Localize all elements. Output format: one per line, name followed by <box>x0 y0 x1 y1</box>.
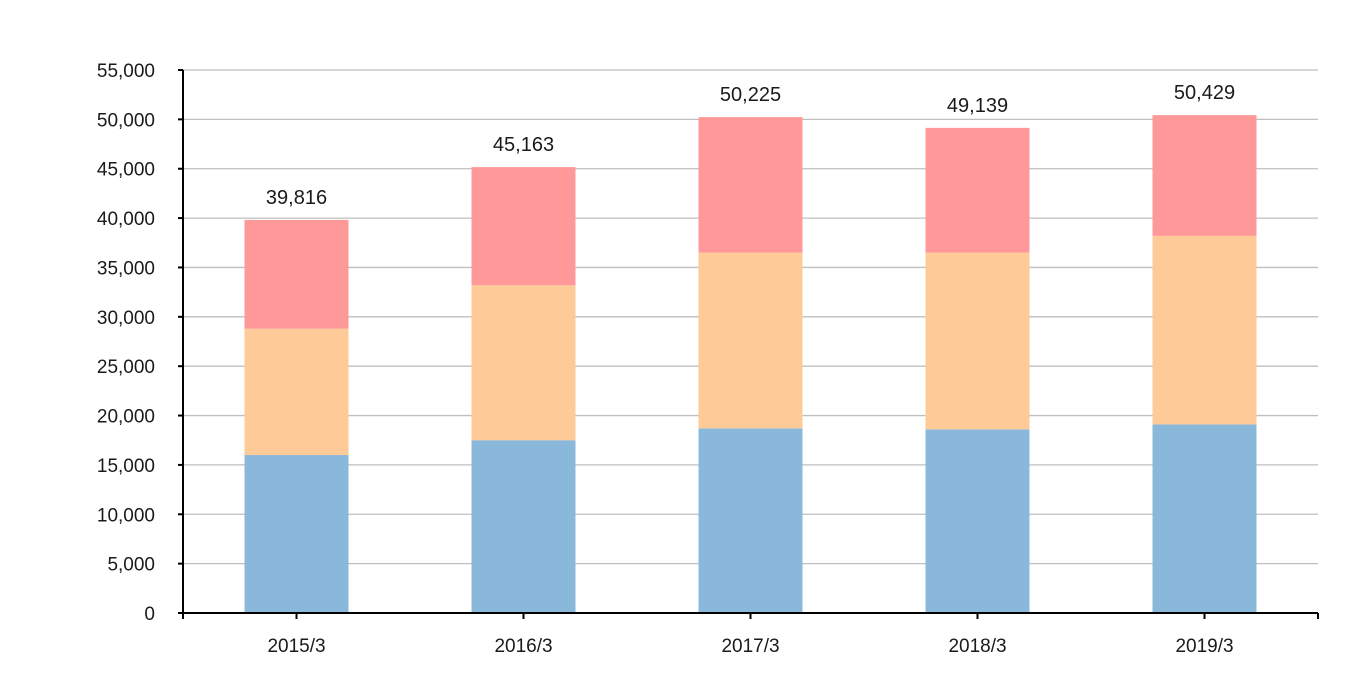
bar-segment-2 <box>925 252 1030 430</box>
y-tick-label: 5,000 <box>107 555 155 576</box>
y-tick-label: 35,000 <box>97 258 155 279</box>
bar-segment-1 <box>698 428 803 613</box>
bar-segment-1 <box>1152 424 1257 613</box>
y-tick-label: 15,000 <box>97 456 155 477</box>
bar-total-label: 39,816 <box>266 187 327 209</box>
x-tick-label: 2018/3 <box>948 636 1006 657</box>
y-tick-label: 50,000 <box>97 110 155 131</box>
y-tick-label: 45,000 <box>97 160 155 181</box>
axes <box>178 69 1319 619</box>
bar-segment-3 <box>925 127 1030 253</box>
x-tick-label: 2017/3 <box>721 636 779 657</box>
labels: 0 5,000 10,000 15,000 20,000 25,000 30,000 35,0… <box>97 61 1235 657</box>
bar-segment-2 <box>471 285 576 441</box>
bar-segment-2 <box>1152 235 1257 425</box>
x-tick-label: 2015/3 <box>267 636 325 657</box>
y-tick-label: 25,000 <box>97 357 155 378</box>
bar-segment-3 <box>1152 115 1257 236</box>
bar-total-label: 50,225 <box>720 84 781 106</box>
bar-segment-3 <box>471 167 576 286</box>
bar-segment-3 <box>244 219 349 329</box>
bar-total-label: 50,429 <box>1174 82 1235 104</box>
bar-segment-3 <box>698 117 803 253</box>
y-tick-label: 0 <box>144 604 155 625</box>
bar-segment-1 <box>471 440 576 613</box>
y-tick-label: 55,000 <box>97 61 155 82</box>
bar-segment-2 <box>698 252 803 429</box>
bar-total-label: 49,139 <box>947 95 1008 117</box>
bar-segment-2 <box>244 328 349 456</box>
y-tick-label: 10,000 <box>97 505 155 526</box>
x-tick-label: 2016/3 <box>494 636 552 657</box>
y-tick-label: 20,000 <box>97 407 155 428</box>
bars <box>244 115 1257 613</box>
bar-segment-1 <box>925 429 1030 613</box>
bar-total-label: 45,163 <box>493 134 554 156</box>
bar-segment-1 <box>244 455 349 613</box>
x-tick-label: 2019/3 <box>1175 636 1233 657</box>
y-tick-label: 30,000 <box>97 308 155 329</box>
y-tick-label: 40,000 <box>97 209 155 230</box>
